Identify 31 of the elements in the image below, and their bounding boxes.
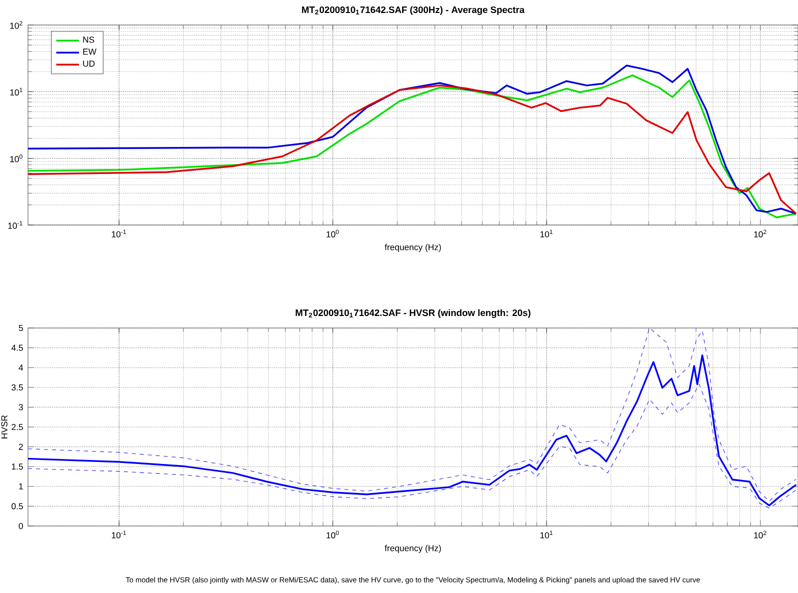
x-axis-title: frequency (Hz) [384,544,441,553]
x-axis-title: frequency (Hz) [384,244,441,252]
x-tick-label: 10$^{1}$ [540,230,552,238]
legend-label: UD [83,60,95,67]
y-tick-label: 10$^{0}$ [10,154,22,162]
x-tick-label: 10$^{2}$ [754,530,766,538]
y-tick-label: 3 [18,404,23,410]
y-tick-label: 1 [19,483,23,490]
y-tick-label: 4 [18,364,24,371]
chart-title: MT$_{2}$0200910$_{1}$71642.SAF (300Hz) - Average Spectra [302,6,525,15]
y-tick-label: 10$^{1}$ [10,88,22,96]
y-tick-label: 4.5 [11,344,23,351]
y-tick-label: 5 [18,324,23,332]
y-tick-label: 1.5 [12,464,23,470]
legend-label: EW [83,48,96,55]
y-tick-label: 10$^{-1}$ [8,221,22,229]
y-tick-label: 0.5 [12,503,23,510]
x-tick-label: 10$^{0}$ [326,230,339,238]
y-tick-label: 10$^{2}$ [10,21,22,29]
y-tick-label: 2.5 [12,424,23,430]
legend-label: NS [83,36,94,43]
x-tick-label: 10$^{2}$ [754,230,766,238]
x-tick-label: 10$^{-1}$ [112,230,126,238]
y-tick-label: 3.5 [12,384,23,390]
x-tick-label: 10$^{0}$ [326,530,339,538]
y-tick-label: 0 [18,522,23,530]
x-tick-label: 10$^{-1}$ [112,530,126,538]
x-tick-label: 10$^{1}$ [540,530,552,538]
chart-title: MT$_{2}$0200910$_{1}$71642.SAF - HVSR (window length: 20s) [296,309,530,318]
y-tick-label: 2 [18,444,23,450]
y-axis-title: HVSR [1,415,8,438]
